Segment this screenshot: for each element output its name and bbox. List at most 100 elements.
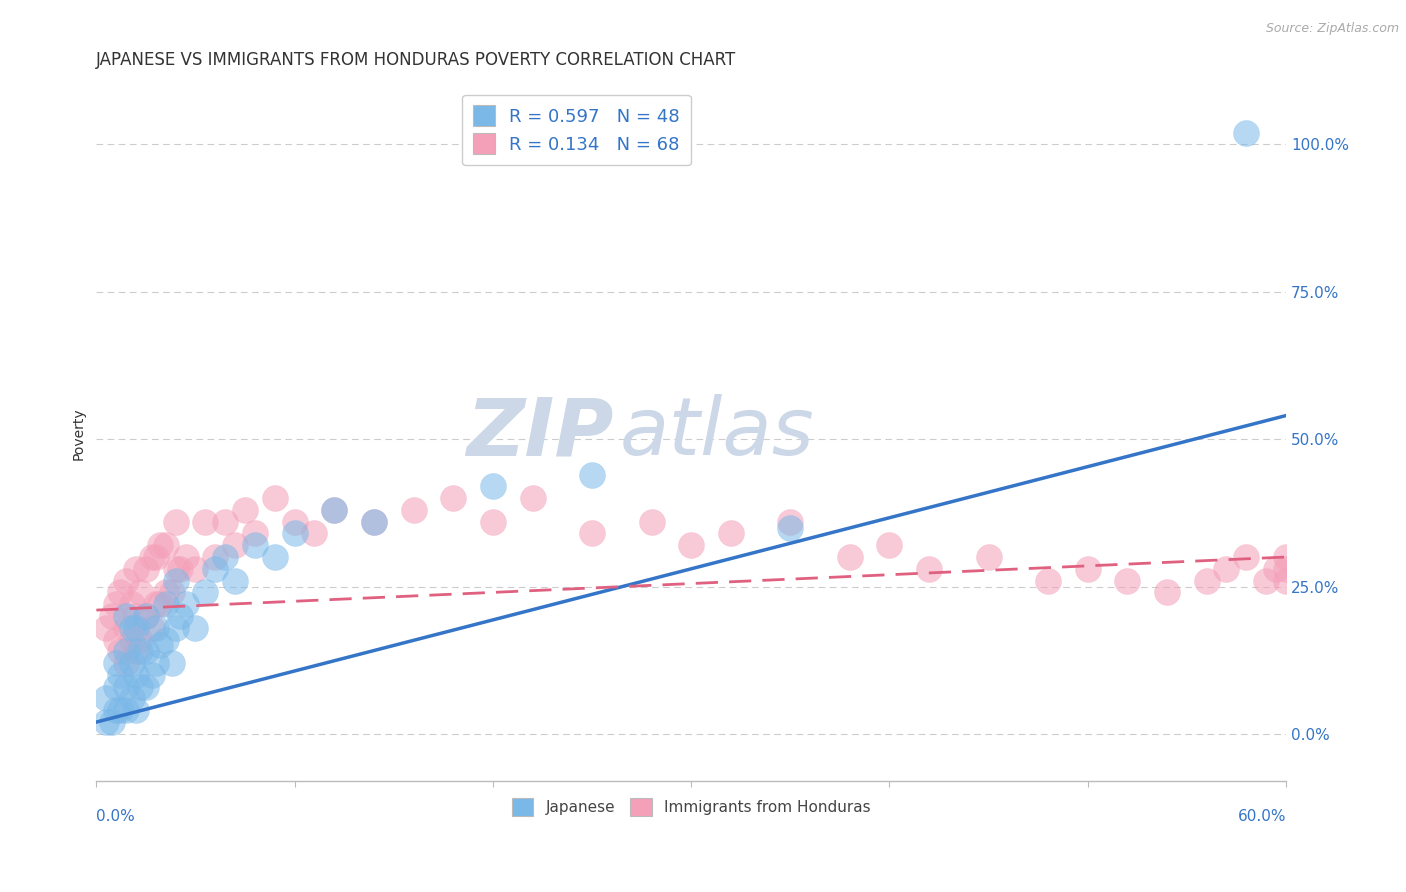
Legend: Japanese, Immigrants from Honduras: Japanese, Immigrants from Honduras (506, 792, 877, 822)
Point (918, 562, 941, 576)
Point (135, 609, 157, 624)
Point (323, 503, 346, 517)
Point (125, 621, 148, 635)
Point (233, 503, 256, 517)
Point (681, 538, 703, 552)
Point (224, 574, 246, 588)
Point (135, 644, 157, 658)
Point (155, 632, 177, 647)
Point (263, 549, 285, 564)
Point (214, 515, 236, 529)
Point (155, 597, 177, 611)
Text: atlas: atlas (620, 394, 814, 472)
Point (1256, 574, 1278, 588)
Point (204, 549, 226, 564)
Point (115, 574, 138, 588)
Point (155, 538, 177, 552)
Point (105, 703, 128, 717)
Point (121, 621, 143, 635)
Point (105, 680, 128, 694)
Text: Source: ZipAtlas.com: Source: ZipAtlas.com (1265, 22, 1399, 36)
Point (1234, 549, 1257, 564)
Point (224, 538, 246, 552)
Point (169, 562, 191, 576)
Point (108, 585, 131, 599)
Point (214, 549, 236, 564)
Point (160, 656, 183, 670)
Point (108, 644, 131, 658)
Point (838, 549, 860, 564)
Text: JAPANESE VS IMMIGRANTS FROM HONDURAS POVERTY CORRELATION CHART: JAPANESE VS IMMIGRANTS FROM HONDURAS POV… (97, 51, 737, 69)
Point (105, 632, 128, 647)
Point (581, 467, 603, 482)
Point (105, 656, 128, 670)
Point (115, 703, 138, 717)
Point (1275, 549, 1298, 564)
Point (1275, 574, 1298, 588)
Point (1156, 585, 1178, 599)
Point (125, 644, 148, 658)
Point (363, 515, 385, 529)
Point (184, 562, 207, 576)
Point (1195, 574, 1218, 588)
Point (141, 668, 163, 682)
Point (581, 526, 603, 541)
Point (194, 515, 217, 529)
Text: 0.0%: 0.0% (97, 809, 135, 824)
Point (779, 520, 801, 534)
Point (441, 491, 464, 505)
Point (1275, 562, 1298, 576)
Point (402, 503, 425, 517)
Point (145, 549, 167, 564)
Point (243, 526, 266, 541)
Point (284, 515, 307, 529)
Point (96, 621, 118, 635)
Point (1265, 562, 1288, 576)
Point (121, 597, 143, 611)
Point (96, 691, 118, 706)
Point (115, 680, 138, 694)
Point (121, 656, 143, 670)
Point (96, 714, 118, 729)
Point (482, 479, 505, 493)
Point (1215, 562, 1237, 576)
Point (204, 562, 226, 576)
Point (522, 491, 544, 505)
Point (125, 609, 148, 624)
Point (263, 491, 285, 505)
Point (1116, 574, 1139, 588)
Point (1234, 126, 1257, 140)
Point (1077, 562, 1099, 576)
Point (135, 609, 157, 624)
Point (125, 668, 148, 682)
Point (145, 597, 167, 611)
Point (145, 656, 167, 670)
Point (115, 644, 138, 658)
Point (129, 632, 152, 647)
Point (155, 585, 177, 599)
Point (121, 691, 143, 706)
Point (363, 515, 385, 529)
Text: ZIP: ZIP (467, 394, 614, 472)
Point (284, 526, 307, 541)
Point (779, 515, 801, 529)
Point (141, 621, 163, 635)
Y-axis label: Poverty: Poverty (72, 407, 86, 459)
Point (115, 621, 138, 635)
Point (108, 668, 131, 682)
Point (129, 680, 152, 694)
Point (194, 585, 217, 599)
Point (304, 526, 326, 541)
Point (129, 585, 152, 599)
Point (879, 538, 901, 552)
Point (129, 644, 152, 658)
Point (243, 538, 266, 552)
Point (482, 515, 505, 529)
Point (149, 538, 172, 552)
Point (135, 680, 157, 694)
Point (165, 562, 187, 576)
Point (108, 703, 131, 717)
Point (145, 621, 167, 635)
Point (1036, 574, 1059, 588)
Point (165, 574, 187, 588)
